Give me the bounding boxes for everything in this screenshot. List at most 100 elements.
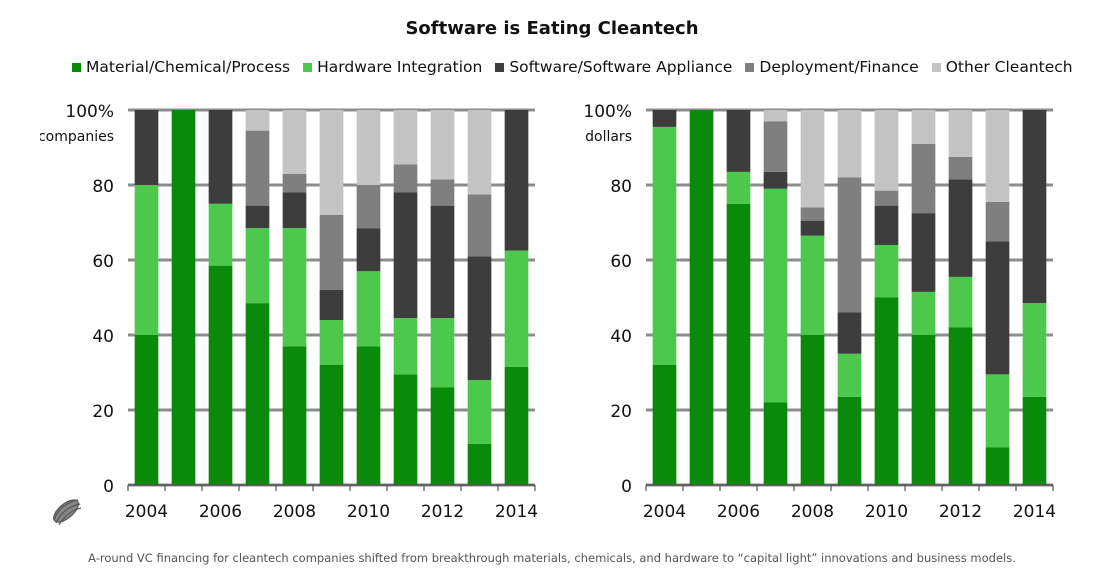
bar-segment (948, 276, 973, 328)
bar-segment (763, 188, 788, 403)
bar-segment (763, 171, 788, 189)
y-tick-label: 80 (92, 177, 114, 197)
x-tick-label: 2010 (347, 502, 390, 522)
dollars-chart: 0 20 40 60 80 100% dollars 2004 2006 2008 2010 2012… (583, 102, 1056, 522)
y-tick-label: 80 (610, 177, 632, 197)
bar-segment (504, 250, 529, 367)
bar-segment (874, 245, 899, 298)
x-tick-label: 2004 (125, 502, 168, 522)
bar-segment (356, 185, 381, 229)
bar-segment (245, 130, 270, 206)
bar-segment (282, 173, 307, 193)
legend-label: Deployment/Finance (759, 58, 919, 76)
bar-segment (726, 110, 751, 172)
bar-segment (134, 185, 159, 335)
bar-segment (245, 205, 270, 229)
bar-segment (985, 110, 1010, 202)
bar-segment (430, 179, 455, 206)
bar-segment (800, 335, 825, 485)
bar-segment (134, 110, 159, 185)
bar-segment (763, 402, 788, 485)
bar-segment (356, 346, 381, 485)
bar-segment (911, 213, 936, 292)
bar-segment (208, 265, 233, 485)
bar-segment (800, 220, 825, 236)
legend-swatch (931, 62, 941, 72)
bar-segment (467, 194, 492, 257)
x-tick-label: 2008 (273, 502, 316, 522)
bar-segment (1022, 110, 1047, 304)
bar-segment (245, 110, 270, 131)
bar-segment (282, 110, 307, 174)
bar-segment (1022, 303, 1047, 397)
legend-swatch (495, 62, 505, 72)
x-tick-label: 2014 (495, 502, 538, 522)
legend-swatch (303, 62, 313, 72)
bar-segment (985, 241, 1010, 375)
bar-segment (874, 205, 899, 245)
bar-segment (800, 207, 825, 221)
companies-chart: 0 20 40 60 80 100% companies 2004 2006 2008 2010 20… (40, 102, 538, 522)
bar-segment (393, 374, 418, 485)
x-tick-label: 2014 (1013, 502, 1056, 522)
logo-icon (53, 499, 82, 526)
bar-segment (430, 110, 455, 180)
y-tick-label: 0 (103, 477, 114, 497)
bar-segment (356, 110, 381, 185)
legend-label: Other Cleantech (945, 58, 1073, 76)
y-tick-label: 60 (92, 252, 114, 272)
chart-title: Software is Eating Cleantech (405, 18, 699, 39)
legend-swatch (72, 62, 81, 72)
x-tick-label: 2008 (791, 502, 834, 522)
bar-segment (430, 318, 455, 388)
bar-segment (911, 143, 936, 214)
bar-segment (467, 256, 492, 380)
bar-segment (208, 203, 233, 266)
bar-segment (689, 110, 714, 485)
bar-segment (393, 164, 418, 193)
bar-segment (245, 228, 270, 304)
bar-segment (134, 335, 159, 485)
bar-segment (985, 374, 1010, 448)
legend-item: Other Cleantech (931, 58, 1073, 76)
legend-swatch (745, 62, 755, 72)
bar-segment (356, 271, 381, 347)
bar-segment (393, 110, 418, 165)
bar-segment (319, 290, 344, 320)
bar-segment (726, 203, 751, 485)
legend-label: Software/Software Appliance (509, 58, 733, 76)
bar-segment (319, 215, 344, 290)
bar-segment (652, 126, 677, 365)
bar-segment (282, 346, 307, 485)
bar-segment (393, 318, 418, 375)
bar-segment (985, 201, 1010, 242)
bar-segment (874, 110, 899, 191)
bar-segment (837, 177, 862, 313)
bar-segment (837, 396, 862, 485)
chart-caption: A-round VC financing for cleantech compa… (88, 551, 1016, 565)
bar-segment (837, 353, 862, 397)
bar-segment (763, 110, 788, 122)
legend-item: Software/Software Appliance (495, 58, 732, 76)
bar-segment (652, 110, 677, 127)
bar-segment (171, 110, 196, 485)
bar-segment (837, 312, 862, 354)
bar-segment (282, 192, 307, 229)
bar-segment (208, 110, 233, 204)
bar-segment (874, 190, 899, 206)
bar-segment (948, 327, 973, 485)
x-tick-label: 2012 (939, 502, 982, 522)
bar-segment (430, 205, 455, 319)
bar-segment (726, 171, 751, 204)
bar-segment (504, 110, 529, 251)
legend: Material/Chemical/Process Hardware Integr… (72, 56, 1086, 78)
y-tick-label: 40 (92, 327, 114, 347)
bar-segment (911, 291, 936, 335)
x-tick-label: 2010 (865, 502, 908, 522)
y-tick-label: 0 (621, 477, 632, 497)
bar-segment (948, 179, 973, 277)
y-tick-label: 100% (583, 102, 632, 122)
y-tick-label: 100% (65, 102, 114, 122)
y-tick-label: 60 (610, 252, 632, 272)
x-tick-label: 2004 (643, 502, 686, 522)
